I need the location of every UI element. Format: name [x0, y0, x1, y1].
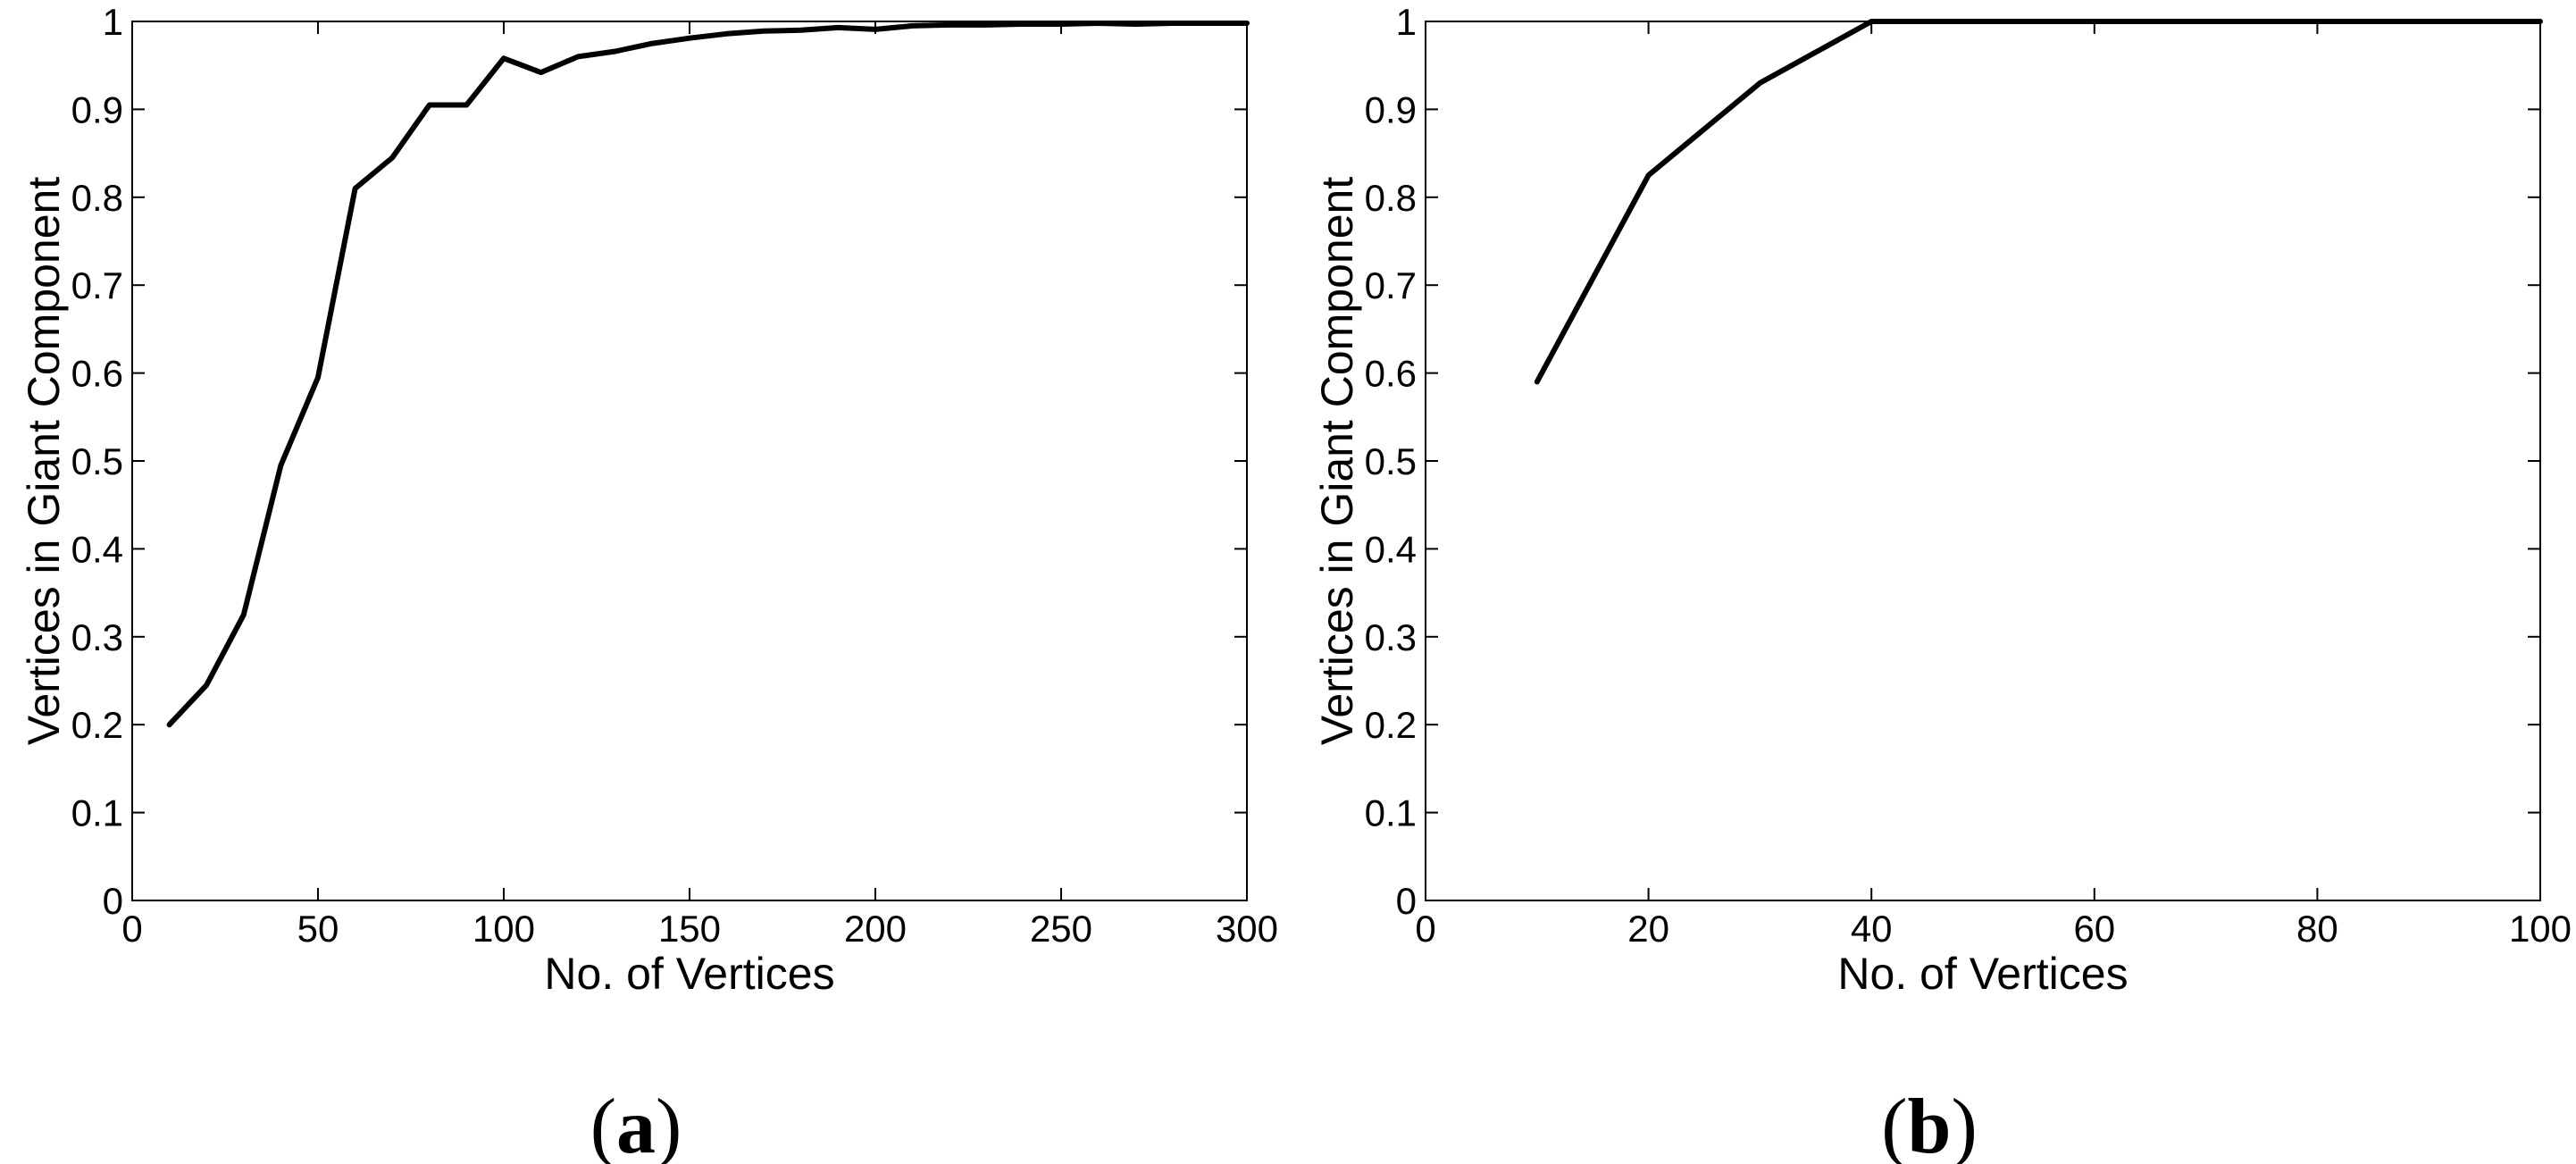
- y-tick-label: 0.7: [71, 264, 123, 306]
- panel-label: (a): [590, 1084, 682, 1164]
- y-tick-label: 0.8: [1365, 177, 1417, 219]
- plot-frame: [131, 21, 1248, 901]
- y-axis-label: Vertices in Giant Component: [1312, 177, 1362, 746]
- x-tick-label: 40: [1851, 908, 1893, 950]
- x-tick-label: 50: [297, 908, 339, 950]
- x-tick-labels: 0 50 100 150 200 250 300: [121, 908, 1278, 950]
- series-line: [1534, 19, 2543, 385]
- tick-marks: [131, 21, 1248, 901]
- y-tick-label: 0.4: [71, 528, 123, 570]
- y-tick-label: 0.2: [1365, 704, 1417, 746]
- x-tick-label: 100: [2509, 908, 2572, 950]
- x-axis-label: No. of Vertices: [1837, 949, 2128, 999]
- x-tick-label: 300: [1216, 908, 1278, 950]
- y-tick-label: 1: [1396, 1, 1417, 43]
- x-tick-label: 100: [473, 908, 535, 950]
- y-tick-label: 0.2: [71, 704, 123, 746]
- x-tick-label: 80: [2296, 908, 2338, 950]
- series-line: [166, 21, 1250, 728]
- panel-label-letter: a: [616, 1084, 656, 1164]
- y-tick-label: 0.1: [1365, 792, 1417, 834]
- y-axis-label: Vertices in Giant Component: [19, 177, 69, 746]
- panel-label: (b): [1881, 1084, 1978, 1164]
- x-tick-label: 250: [1030, 908, 1092, 950]
- y-tick-label: 0.9: [71, 88, 123, 130]
- x-tick-labels: 0 20 40 60 80 100: [1415, 908, 2572, 950]
- y-tick-label: 0: [103, 880, 123, 922]
- y-tick-label: 0.8: [71, 177, 123, 219]
- panel-label-letter: b: [1908, 1084, 1952, 1164]
- y-tick-labels: 0 0.1 0.2 0.3 0.4 0.5 0.6 0.7 0.8 0.9 1: [1365, 1, 1417, 922]
- y-tick-label: 0.5: [1365, 440, 1417, 482]
- x-axis-label: No. of Vertices: [544, 949, 834, 999]
- tick-marks: [1425, 21, 2541, 901]
- y-tick-label: 0.7: [1365, 264, 1417, 306]
- y-tick-label: 0.6: [71, 353, 123, 395]
- x-tick-label: 60: [2073, 908, 2115, 950]
- y-tick-label: 0.6: [1365, 353, 1417, 395]
- y-tick-label: 0.4: [1365, 528, 1417, 570]
- x-tick-label: 150: [658, 908, 721, 950]
- panel-label-close-paren: ): [1951, 1084, 1977, 1164]
- x-tick-label: 20: [1627, 908, 1669, 950]
- y-tick-label: 1: [103, 1, 123, 43]
- x-tick-label: 200: [844, 908, 907, 950]
- panel-a: 0 50 100 150 200 250 300 0 0.1 0.2 0.3 0.4 0.5 0.6 0.…: [19, 1, 1278, 1164]
- y-tick-label: 0.1: [71, 792, 123, 834]
- y-tick-labels: 0 0.1 0.2 0.3 0.4 0.5 0.6 0.7 0.8 0.9 1: [71, 1, 123, 922]
- x-tick-label: 0: [1415, 908, 1435, 950]
- panel-label-open-paren: (: [590, 1084, 616, 1164]
- y-tick-label: 0.9: [1365, 88, 1417, 130]
- panel-label-close-paren: ): [656, 1084, 682, 1164]
- x-tick-label: 0: [121, 908, 142, 950]
- y-tick-label: 0.5: [71, 440, 123, 482]
- plot-frame: [1425, 21, 2541, 901]
- panel-label-open-paren: (: [1881, 1084, 1907, 1164]
- y-tick-label: 0.3: [71, 616, 123, 658]
- panel-b: 0 20 40 60 80 100 0 0.1 0.2 0.3 0.4 0.5 0.6 0.7 0.8 0.…: [1312, 1, 2572, 1164]
- y-tick-label: 0.3: [1365, 616, 1417, 658]
- y-tick-label: 0: [1396, 880, 1417, 922]
